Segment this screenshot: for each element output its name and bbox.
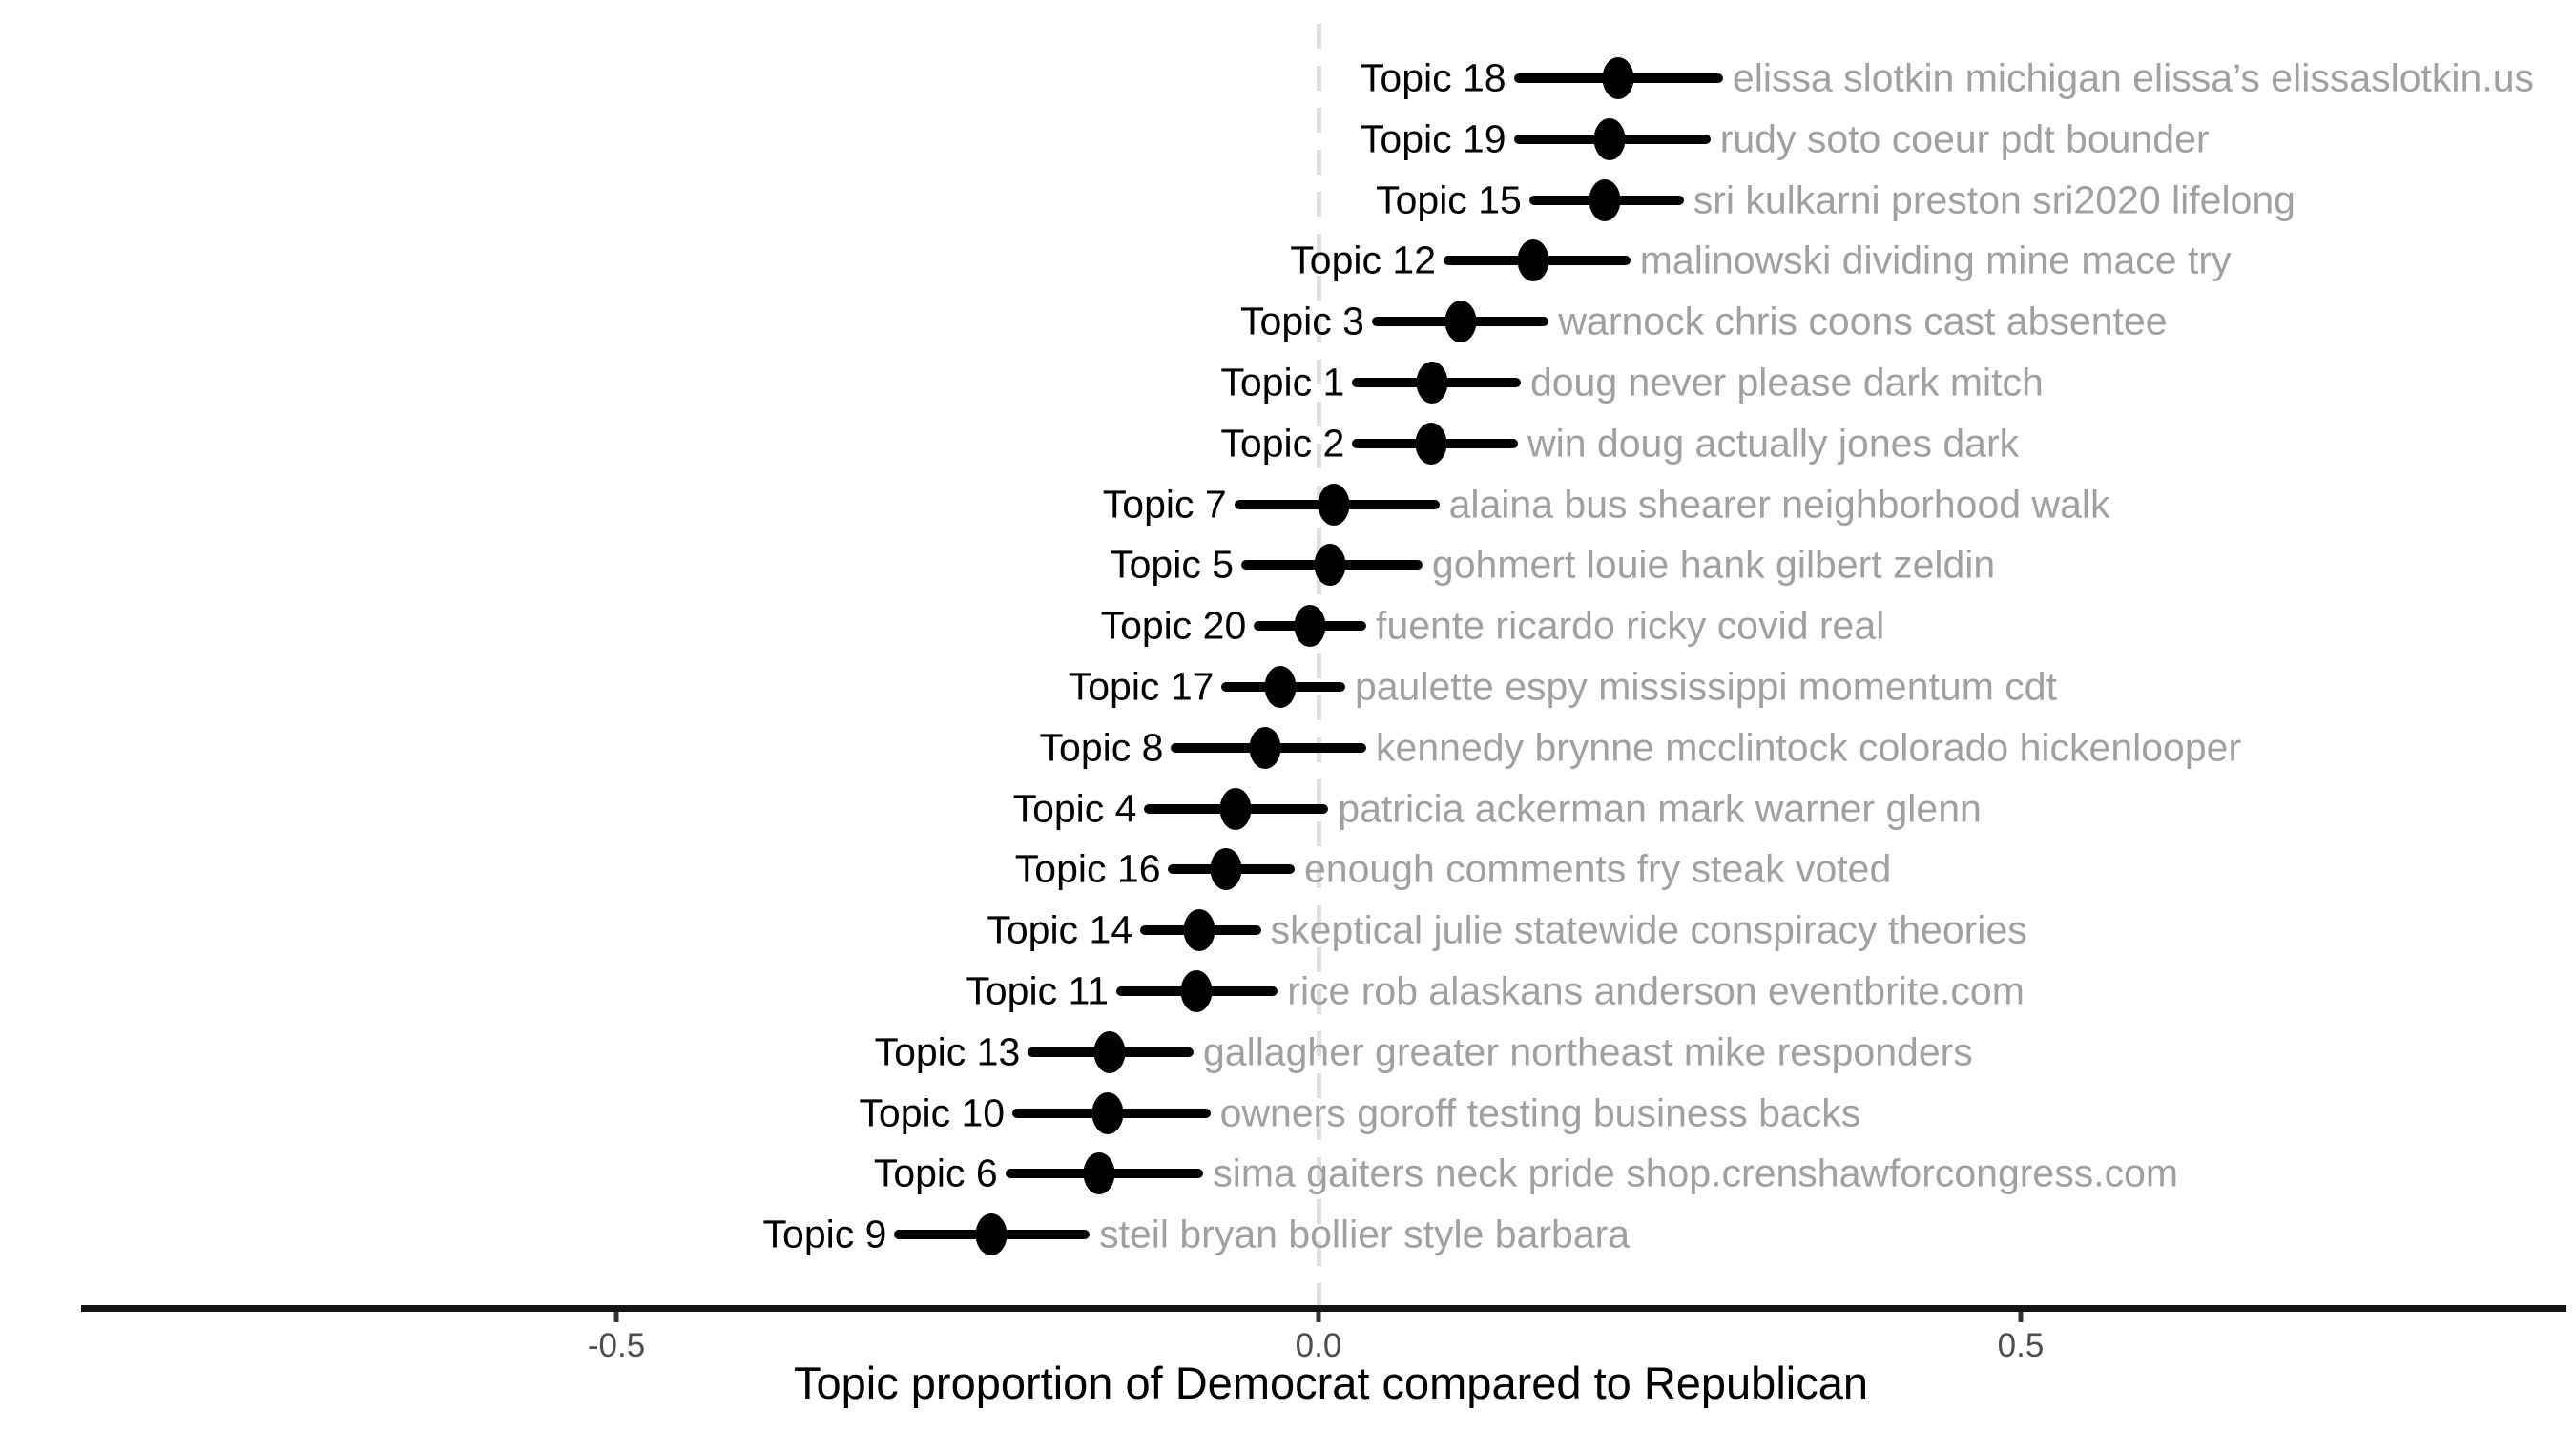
topic-keywords: elissa slotkin michigan elissa’s elissas…	[1732, 55, 2535, 100]
topic-keywords: patricia ackerman mark warner glenn	[1338, 786, 1982, 831]
topic-keywords: malinowski dividing mine mace try	[1639, 238, 2232, 282]
topic-keywords: fuente ricardo ricky covid real	[1376, 603, 1885, 648]
topic-label: Topic 16	[1014, 846, 1161, 891]
x-tick	[613, 1312, 619, 1322]
estimate-dot	[1314, 544, 1346, 587]
topic-keywords: steil bryan bollier style barbara	[1099, 1212, 1631, 1256]
topic-label: Topic 15	[1376, 177, 1522, 222]
topic-label: Topic 20	[1100, 603, 1247, 648]
estimate-dot	[1415, 422, 1447, 465]
topic-keywords: gallagher greater northeast mike respond…	[1202, 1029, 1973, 1074]
topic-keywords: warnock chris coons cast absentee	[1558, 299, 2168, 343]
topic-keywords: alaina bus shearer neighborhood walk	[1448, 482, 2110, 527]
estimate-dot	[1183, 909, 1215, 952]
topic-keywords: enough comments fry steak voted	[1303, 846, 1892, 891]
estimate-dot	[1589, 178, 1621, 221]
topic-label: Topic 11	[966, 968, 1110, 1013]
x-tick	[1316, 1312, 1321, 1322]
estimate-dot	[1210, 848, 1242, 891]
estimate-dot	[1416, 362, 1448, 404]
topic-keywords: gohmert louie hank gilbert zeldin	[1431, 542, 1996, 587]
estimate-dot	[975, 1213, 1008, 1256]
estimate-dot	[1318, 483, 1350, 526]
estimate-dot	[1219, 787, 1252, 830]
topic-keywords: win doug actually jones dark	[1527, 421, 2020, 466]
topic-label: Topic 7	[1102, 482, 1227, 527]
topic-keywords: rice rob alaskans anderson eventbrite.co…	[1287, 968, 2025, 1013]
topic-label: Topic 6	[873, 1151, 998, 1195]
estimate-dot	[1264, 666, 1297, 708]
topic-label: Topic 12	[1290, 238, 1437, 282]
topic-label: Topic 9	[762, 1212, 887, 1256]
zero-reference-line	[1316, 24, 1321, 1305]
topic-keywords: kennedy brynne mcclintock colorado hicke…	[1376, 725, 2242, 770]
estimate-dot	[1593, 117, 1626, 160]
x-axis-line	[81, 1305, 2566, 1312]
estimate-dot	[1444, 301, 1477, 343]
topic-label: Topic 17	[1068, 664, 1215, 709]
x-tick	[2018, 1312, 2024, 1322]
topic-label: Topic 5	[1110, 542, 1235, 587]
topic-label: Topic 14	[987, 907, 1133, 952]
estimate-dot	[1091, 1091, 1124, 1134]
topic-label: Topic 1	[1220, 360, 1345, 404]
topic-label: Topic 19	[1360, 116, 1506, 161]
x-tick-label: 0.0	[1295, 1327, 1342, 1364]
topic-label: Topic 13	[874, 1029, 1021, 1074]
x-axis-title: Topic proportion of Democrat compared to…	[794, 1358, 1868, 1408]
topic-keywords: owners goroff testing business backs	[1219, 1090, 1861, 1135]
estimate-dot	[1517, 239, 1549, 282]
estimate-dot	[1093, 1030, 1126, 1073]
estimate-dot	[1294, 605, 1326, 648]
topic-keywords: rudy soto coeur pdt bounder	[1719, 116, 2210, 161]
estimate-dot	[1602, 57, 1634, 99]
topic-label: Topic 8	[1039, 725, 1164, 770]
x-tick-label: -0.5	[587, 1327, 646, 1364]
topic-label: Topic 3	[1240, 299, 1364, 343]
topic-keywords: sri kulkarni preston sri2020 lifelong	[1693, 177, 2296, 222]
x-tick-label: 0.5	[1997, 1327, 2045, 1364]
estimate-dot	[1249, 726, 1281, 769]
estimate-dot	[1180, 970, 1213, 1012]
topic-keywords: doug never please dark mitch	[1529, 360, 2044, 404]
topic-label: Topic 18	[1360, 55, 1506, 100]
estimate-dot	[1083, 1152, 1115, 1195]
topic-label: Topic 2	[1220, 421, 1345, 466]
topic-keywords: sima gaiters neck pride shop.crenshawfor…	[1213, 1151, 2179, 1195]
topic-label: Topic 10	[859, 1090, 1006, 1135]
topic-label: Topic 4	[1012, 786, 1137, 831]
topic-keywords: skeptical julie statewide conspiracy the…	[1270, 907, 2027, 952]
topic-keywords: paulette espy mississippi momentum cdt	[1354, 664, 2057, 709]
